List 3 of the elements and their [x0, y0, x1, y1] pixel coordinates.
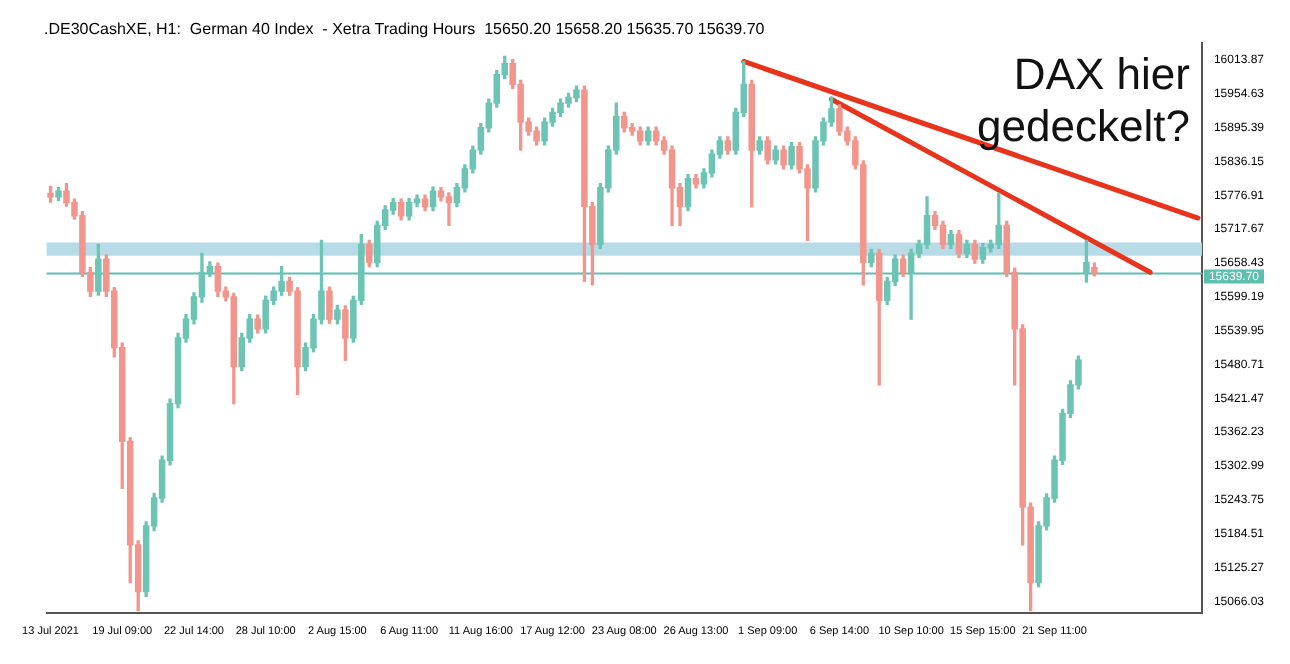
annotation: DAX hier gedeckelt? [977, 49, 1190, 152]
candlestick [445, 192, 453, 227]
chart-title: .DE30CashXE, H1: German 40 Index - Xetra Trading Hours 15650.20 15658.20 15635.70 15639.70 [44, 20, 766, 39]
